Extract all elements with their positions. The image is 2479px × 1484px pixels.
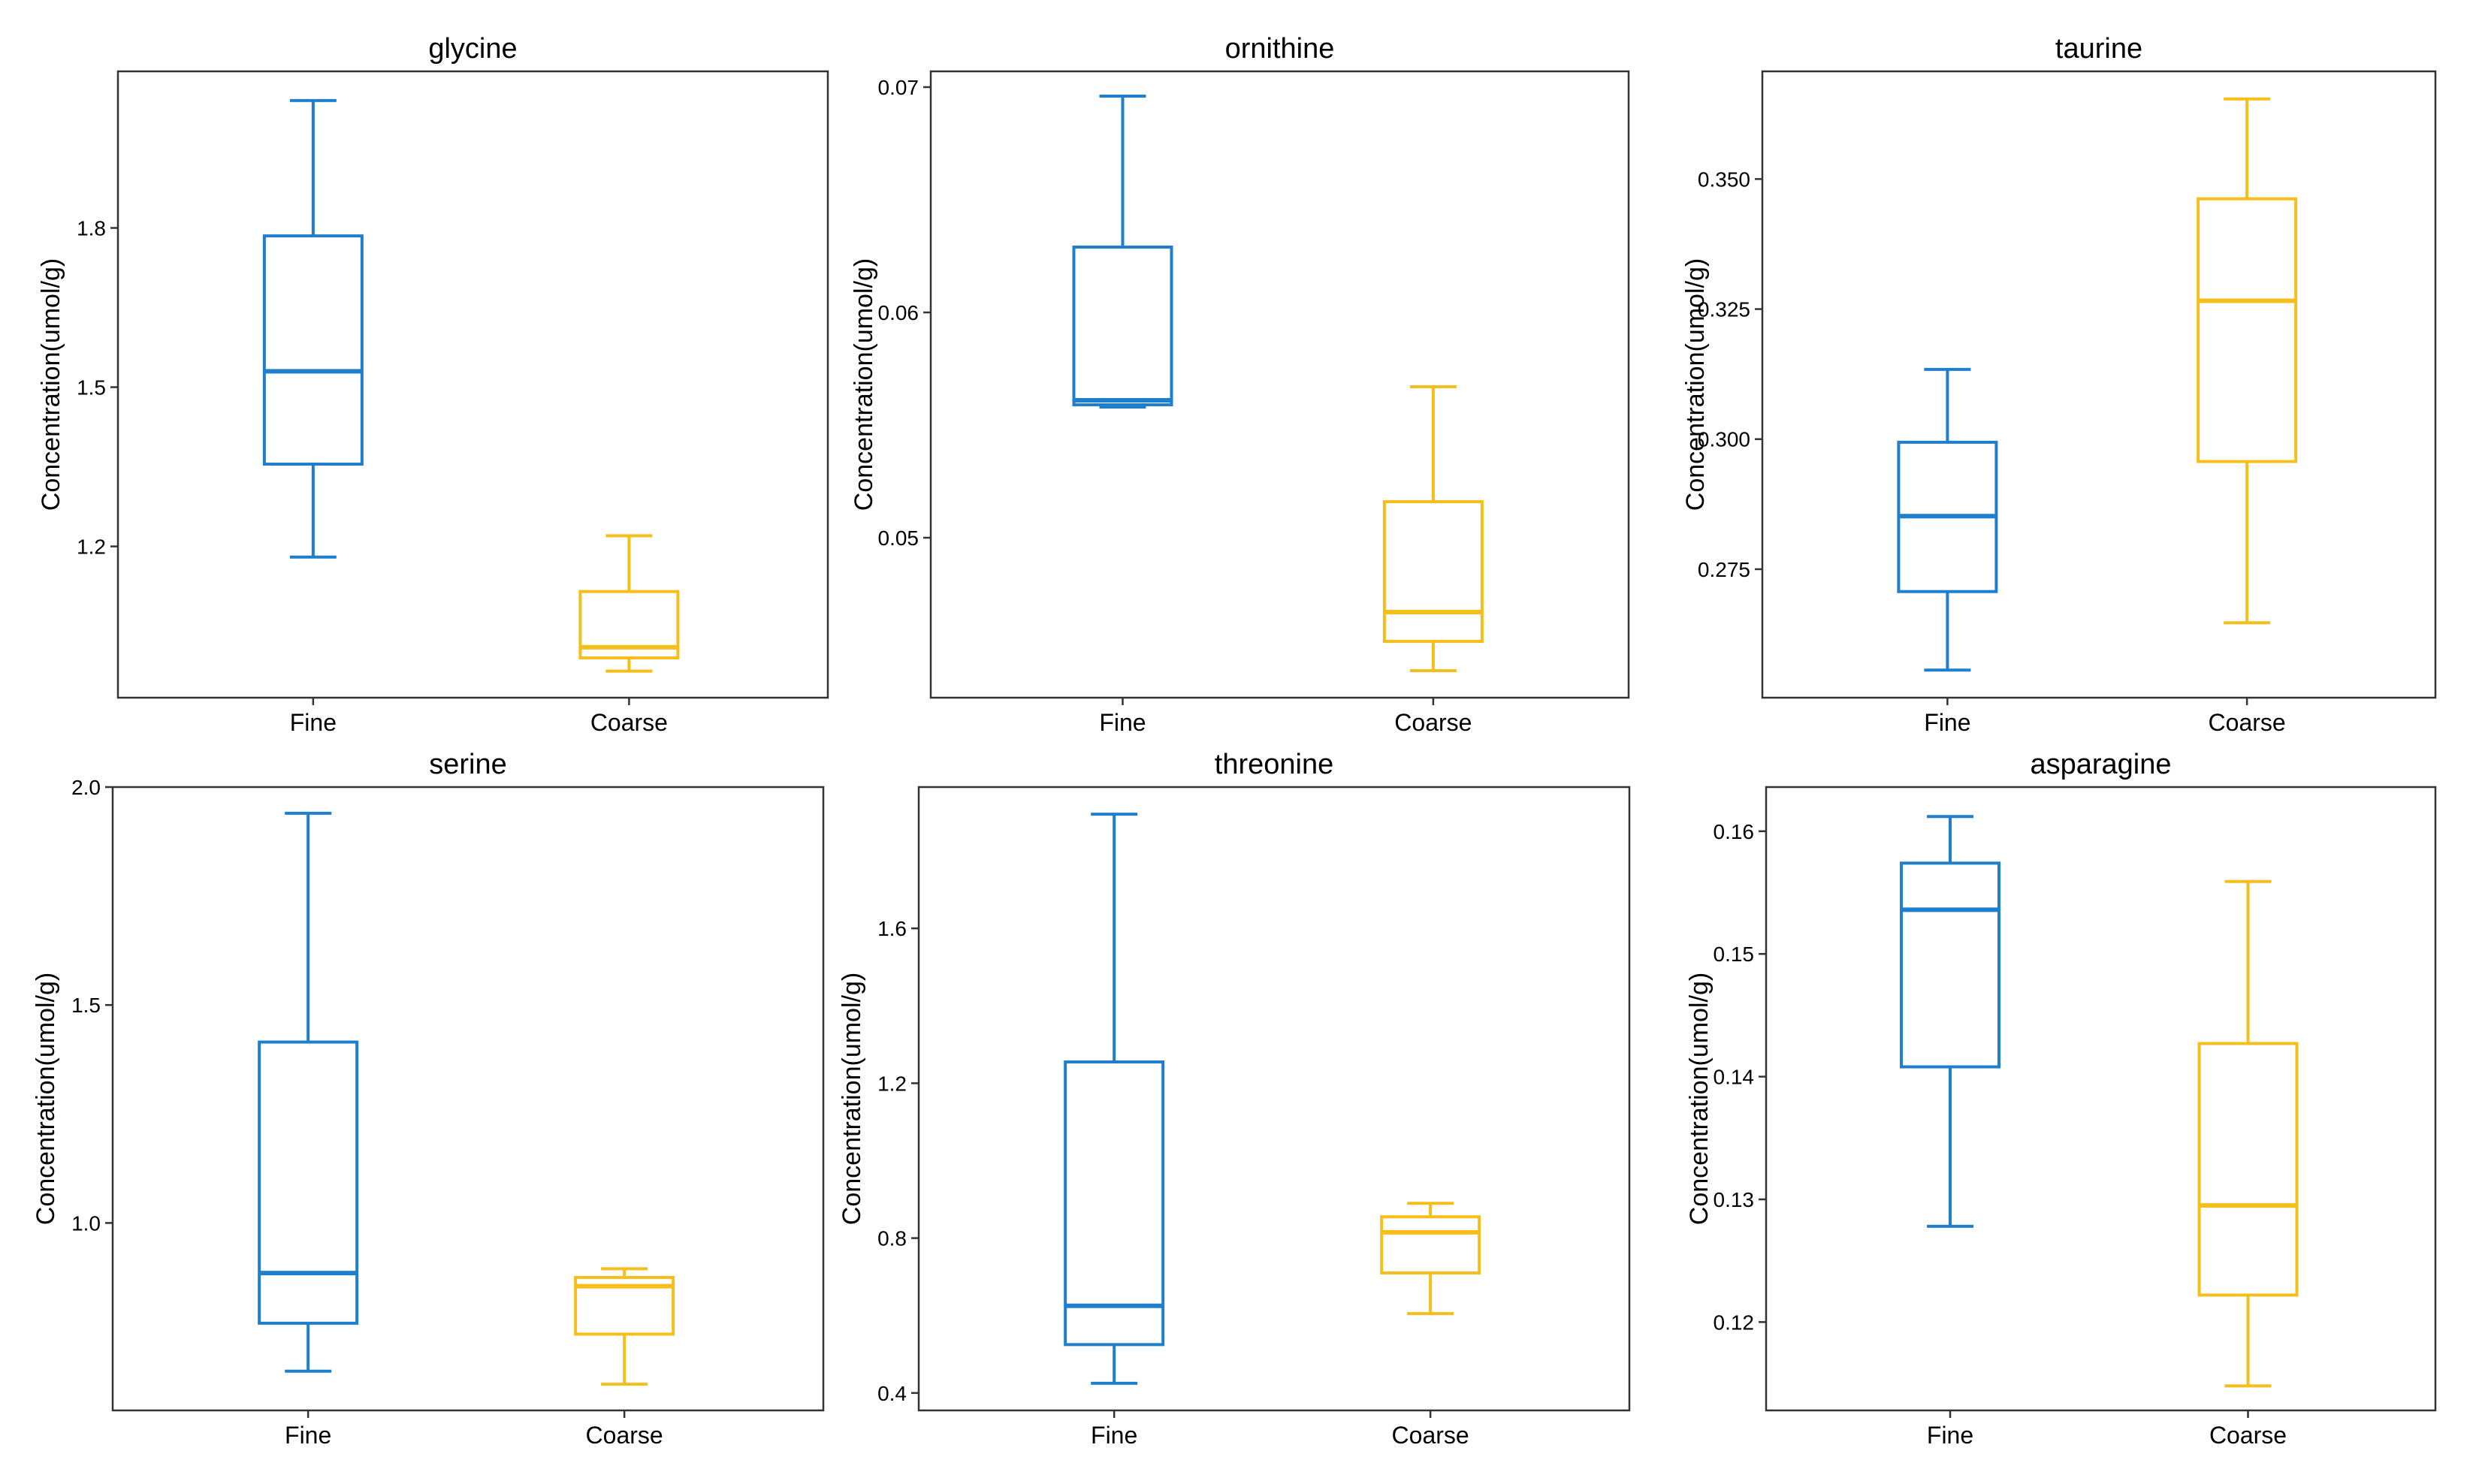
panel-serine: serine Concentration(umol/g) 1.0 1.5 2.0 Fine… — [32, 749, 825, 1449]
y-tick-label: 0.8 — [877, 1227, 907, 1250]
y-axis-label: Concentration(umol/g) — [1685, 973, 1714, 1225]
y-tick-label: 1.5 — [71, 994, 101, 1017]
plot-frame — [111, 786, 825, 1412]
box-fine — [1064, 813, 1165, 1385]
box-coarse — [1382, 385, 1484, 672]
x-tick-label: Fine — [290, 709, 337, 736]
x-tick-label: Coarse — [2209, 709, 2286, 736]
panel-asparagine: asparagine Concentration(umol/g) 0.12 0.13 0… — [1685, 749, 2437, 1449]
chart-title: ornithine — [1225, 33, 1335, 65]
chart-title: serine — [429, 749, 507, 780]
y-tick-label: 0.05 — [878, 526, 919, 550]
panel-glycine: glycine Concentration(umol/g) 1.2 1.5 1.8 Fin… — [37, 33, 829, 736]
y-tick-label: 0.4 — [877, 1382, 907, 1405]
y-tick-label: 1.2 — [877, 1072, 907, 1095]
x-tick-label: Fine — [1099, 709, 1146, 736]
panel-threonine: threonine Concentration(umol/g) 0.4 0.8 1.2 1… — [838, 749, 1631, 1449]
chart-title: glycine — [428, 33, 517, 65]
x-tick-label: Coarse — [2209, 1422, 2287, 1449]
chart-title: asparagine — [2030, 749, 2171, 780]
iqr-box — [1064, 1060, 1165, 1347]
x-tick-label: Coarse — [1394, 709, 1472, 736]
y-tick-label: 0.13 — [1714, 1188, 1755, 1211]
y-tick-label: 0.07 — [878, 76, 919, 99]
iqr-box — [2197, 197, 2298, 463]
y-tick-label: 2.0 — [71, 776, 101, 799]
box-fine — [1072, 95, 1173, 409]
chart-title: taurine — [2055, 33, 2142, 65]
iqr-box — [1382, 500, 1484, 643]
box-coarse — [2197, 97, 2298, 625]
x-tick-label: Fine — [285, 1422, 331, 1449]
iqr-box — [262, 234, 364, 466]
y-tick-label: 0.325 — [1698, 298, 1750, 321]
box-fine — [262, 98, 364, 559]
box-fine — [1897, 367, 1998, 672]
y-tick-label: 0.06 — [878, 301, 919, 324]
plot-frame — [1765, 786, 2437, 1412]
y-tick-label: 1.0 — [71, 1211, 101, 1235]
iqr-box — [1380, 1215, 1481, 1274]
plot-frame — [116, 70, 829, 699]
iqr-box — [1072, 246, 1173, 406]
y-axis-label: Concentration(umol/g) — [850, 258, 878, 511]
box-fine — [258, 811, 359, 1373]
y-tick-label: 1.5 — [77, 376, 106, 400]
chart-title: threonine — [1215, 749, 1333, 780]
x-tick-label: Fine — [1924, 709, 1970, 736]
iqr-box — [1900, 861, 2001, 1069]
y-tick-label: 1.2 — [77, 535, 106, 559]
plot-frame — [929, 70, 1630, 699]
y-tick-label: 0.14 — [1714, 1066, 1755, 1089]
x-tick-label: Coarse — [586, 1422, 663, 1449]
plot-frame — [1761, 70, 2437, 699]
y-tick-label: 0.15 — [1714, 943, 1755, 966]
y-axis-label: Concentration(umol/g) — [32, 973, 60, 1225]
plot-frame — [917, 786, 1631, 1412]
iqr-box — [258, 1040, 359, 1325]
x-tick-label: Fine — [1927, 1422, 1973, 1449]
x-tick-label: Fine — [1091, 1422, 1137, 1449]
box-fine — [1900, 815, 2001, 1228]
box-coarse — [574, 1267, 675, 1386]
y-tick-label: 1.6 — [877, 917, 907, 940]
box-coarse — [2197, 879, 2299, 1388]
panel-ornithine: ornithine Concentration(umol/g)0.05 0.06 0.… — [850, 33, 1630, 736]
y-tick-label: 0.12 — [1714, 1311, 1755, 1334]
y-axis-label: Concentration(umol/g) — [37, 258, 65, 511]
panel-taurine: taurine Concentration(umol/g) 0.275 0.300 0.… — [1681, 33, 2437, 736]
x-tick-label: Coarse — [590, 709, 668, 736]
y-tick-label: 0.300 — [1698, 428, 1750, 451]
box-coarse — [1380, 1202, 1481, 1316]
x-tick-label: Coarse — [1392, 1422, 1469, 1449]
y-tick-label: 0.350 — [1698, 167, 1750, 191]
y-tick-label: 1.8 — [77, 217, 106, 240]
box-coarse — [578, 534, 680, 673]
y-axis-label: Concentration(umol/g) — [1681, 258, 1710, 511]
y-tick-label: 0.16 — [1714, 820, 1755, 843]
iqr-box — [2197, 1042, 2299, 1297]
y-axis-label: Concentration(umol/g) — [838, 973, 866, 1225]
y-tick-label: 0.275 — [1698, 558, 1750, 581]
